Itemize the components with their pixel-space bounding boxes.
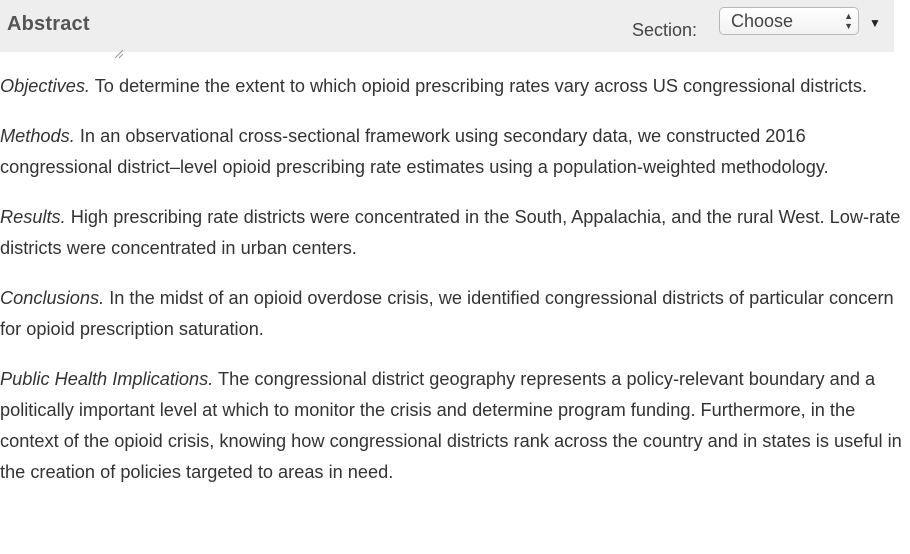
- abstract-body: Objectives. To determine the extent to w…: [0, 71, 908, 507]
- abstract-paragraph-conclusions: Conclusions. In the midst of an opioid o…: [0, 283, 908, 345]
- section-label: Section:: [632, 20, 698, 40]
- up-down-arrows-icon: ▲ ▼: [844, 11, 853, 31]
- caret-down-icon[interactable]: ▼: [869, 16, 881, 30]
- abstract-paragraph-methods: Methods. In an observational cross-secti…: [0, 121, 908, 183]
- paragraph-text: In the midst of an opioid overdose crisi…: [0, 288, 894, 339]
- paragraph-heading: Results.: [0, 207, 66, 227]
- paragraph-heading: Methods.: [0, 126, 75, 146]
- abstract-header: Abstract Section: Choose ▲ ▼ ▼: [0, 0, 894, 52]
- abstract-paragraph-objectives: Objectives. To determine the extent to w…: [0, 71, 908, 102]
- abstract-paragraph-implications: Public Health Implications. The congress…: [0, 364, 908, 488]
- paragraph-text: To determine the extent to which opioid …: [89, 76, 868, 96]
- section-select-value: Choose: [731, 11, 794, 31]
- abstract-paragraph-results: Results. High prescribing rate districts…: [0, 202, 908, 264]
- resize-handle-icon[interactable]: [112, 49, 124, 59]
- paragraph-text: The congressional district geography rep…: [0, 369, 902, 482]
- paragraph-text: In an observational cross-sectional fram…: [0, 126, 829, 177]
- abstract-title: Abstract: [7, 13, 90, 35]
- paragraph-heading: Objectives.: [0, 76, 90, 96]
- paragraph-heading: Public Health Implications.: [0, 369, 214, 389]
- paragraph-text: High prescribing rate districts were con…: [0, 207, 901, 258]
- paragraph-heading: Conclusions.: [0, 288, 105, 308]
- section-select[interactable]: Choose ▲ ▼: [719, 7, 859, 35]
